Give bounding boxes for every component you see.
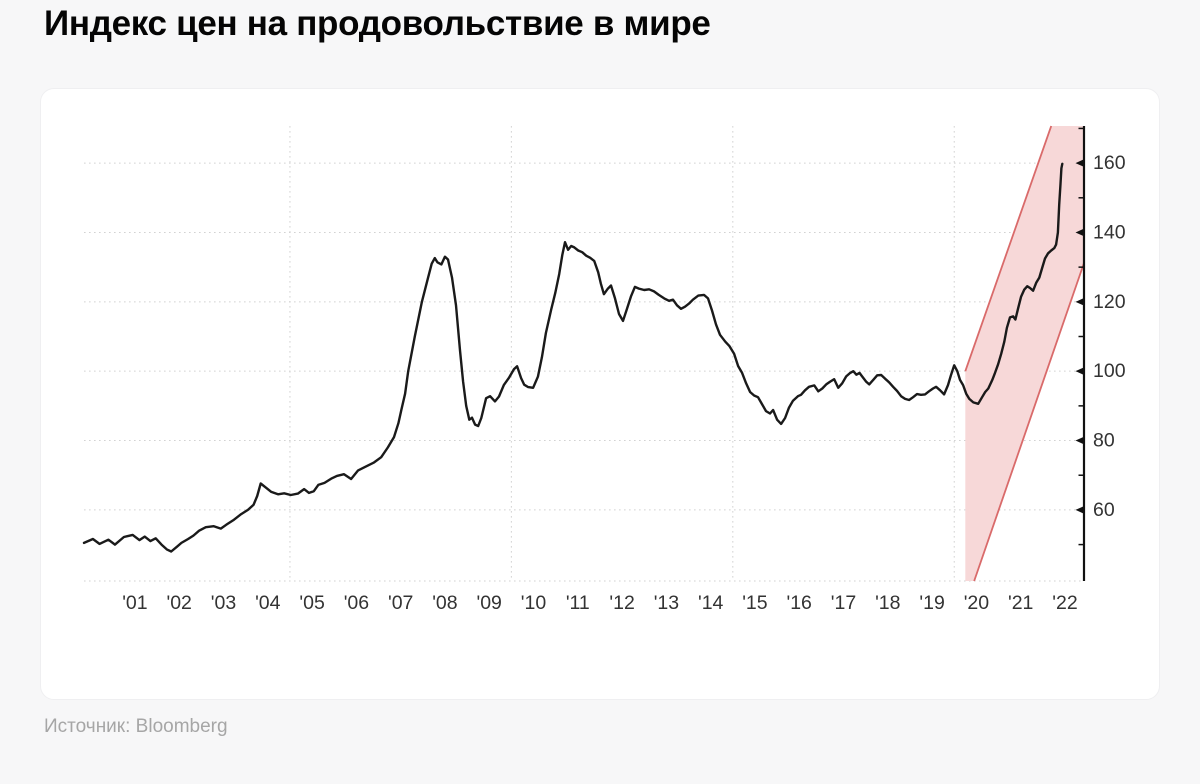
y-tick-label-140: 140 [1093,221,1126,243]
x-tick-label-2008: '08 [432,592,457,614]
x-tick-label-2007: '07 [388,592,413,614]
x-tick-label-2009: '09 [476,592,501,614]
x-tick-label-2001: '01 [122,592,147,614]
x-tick-label-2021: '21 [1008,592,1033,614]
price-line-group [82,162,1064,553]
band-right-line [973,262,1085,582]
x-tick-label-2002: '02 [166,592,191,614]
gridlines [84,126,1084,582]
x-tick-label-2012: '12 [609,592,634,614]
x-tick-label-2003: '03 [211,592,236,614]
y-tick-label-100: 100 [1093,360,1126,382]
chart-card: 60 80 100 120 140 160 '01'02'03'04'05'06'07'0… [40,88,1160,700]
band-left-line [964,125,1053,372]
x-tick-label-2017: '17 [831,592,856,614]
x-tick-label-2004: '04 [255,592,281,614]
x-tick-label-2013: '13 [654,592,679,614]
page-title: Индекс цен на продовольствие в мире [44,4,711,43]
y-major-tick-60 [1075,506,1084,514]
source-note: Источник: Bloomberg [44,716,228,737]
x-tick-label-2010: '10 [521,592,547,614]
y-tick-label-120: 120 [1093,291,1126,313]
x-tick-label-2020: '20 [964,592,990,614]
y-major-tick-160 [1075,159,1084,167]
y-major-tick-80 [1075,436,1084,445]
x-axis-labels: '01 '02 '03 '04 '05 '06 '07 '08 '09 '10 '11 '12 '13 '… [122,592,1078,614]
y-major-tick-120 [1075,298,1084,306]
highlight-band [964,125,1085,582]
x-tick-label-2016: '16 [786,592,811,614]
x-tick-label-2006: '06 [344,592,369,614]
x-tick-label-2005: '05 [299,592,325,614]
band-fill [965,126,1084,581]
x-tick-label-2011: '11 [566,592,590,614]
price-line [82,162,1064,553]
y-major-tick-140 [1075,228,1084,237]
y-tick-label-60: 60 [1093,499,1115,521]
x-tick-label-2014: '14 [698,592,724,614]
y-major-tick-100 [1075,367,1084,375]
y-tick-label-160: 160 [1093,152,1126,174]
x-tick-label-2018: '18 [875,592,900,614]
x-tick-label-2022: '22 [1052,592,1077,614]
x-tick-label-2015: '15 [742,592,768,614]
y-axis: 60 80 100 120 140 160 [1075,126,1126,581]
x-tick-label-2019: '19 [919,592,944,614]
y-tick-label-80: 80 [1093,430,1115,452]
